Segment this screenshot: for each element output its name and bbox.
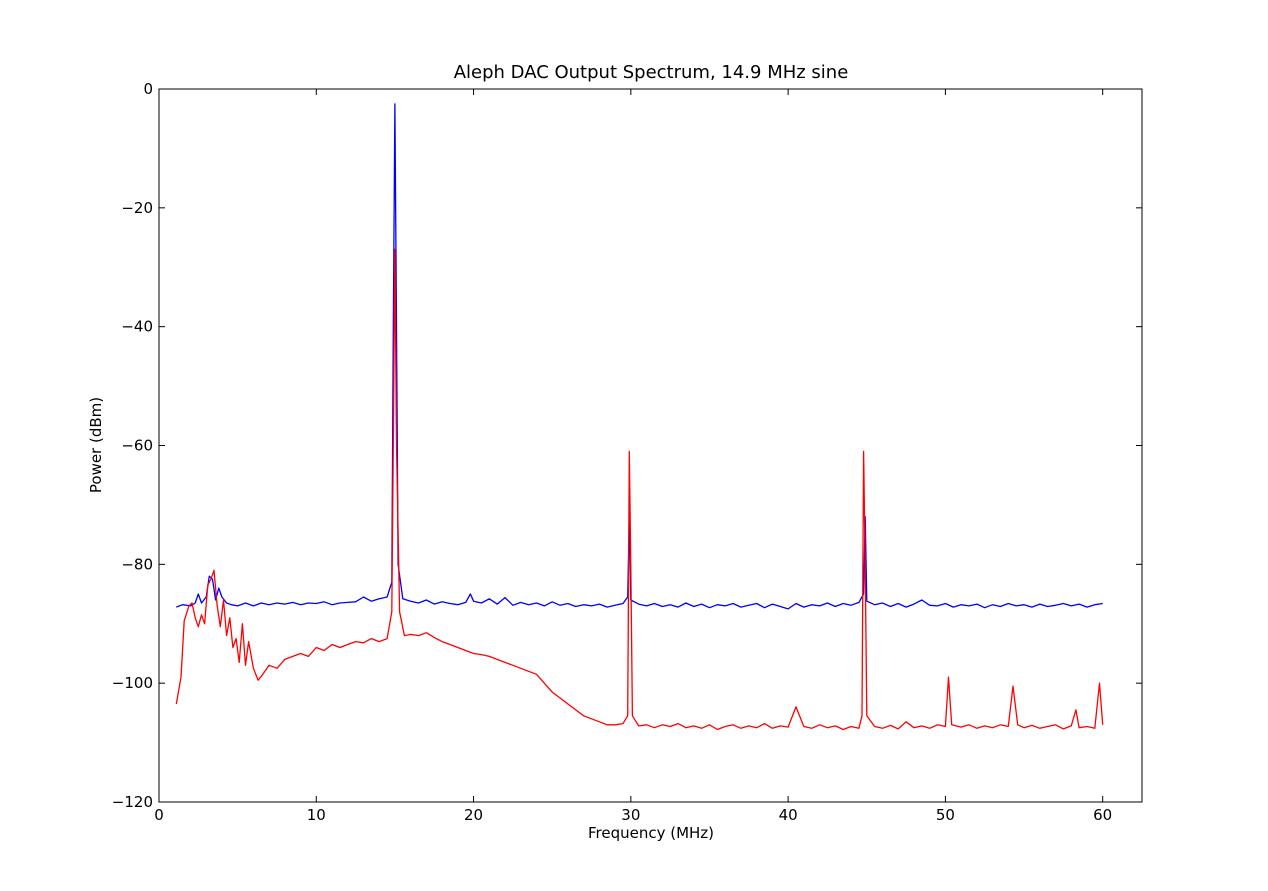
y-tick-label: 0 <box>143 80 153 98</box>
y-tick-label: −100 <box>112 674 153 692</box>
x-tick-label: 10 <box>307 806 326 824</box>
y-tick-label: −20 <box>121 199 153 217</box>
x-tick-label: 30 <box>621 806 640 824</box>
x-tick-label: 20 <box>464 806 483 824</box>
x-tick-label: 40 <box>779 806 798 824</box>
x-axis-label: Frequency (MHz) <box>588 824 714 842</box>
series-line-2 <box>175 248 1104 731</box>
y-tick-label: −40 <box>121 318 153 336</box>
y-tick-label: −80 <box>121 555 153 573</box>
chart-title: Aleph DAC Output Spectrum, 14.9 MHz sine <box>454 62 849 83</box>
y-axis-label: Power (dBm) <box>87 397 105 493</box>
y-tick-label: −120 <box>112 793 153 811</box>
y-tick-label: −60 <box>121 437 153 455</box>
plot-frame <box>158 88 1143 803</box>
x-tick-label: 0 <box>154 806 164 824</box>
series-line-1 <box>176 103 1103 610</box>
x-tick-label: 50 <box>936 806 955 824</box>
ticks-layer: 0 10 20 30 40 50 60 0 −20 −40 −60 −80 −100 −120 <box>112 80 1142 824</box>
x-tick-label: 60 <box>1093 806 1112 824</box>
series-layer <box>175 103 1104 731</box>
